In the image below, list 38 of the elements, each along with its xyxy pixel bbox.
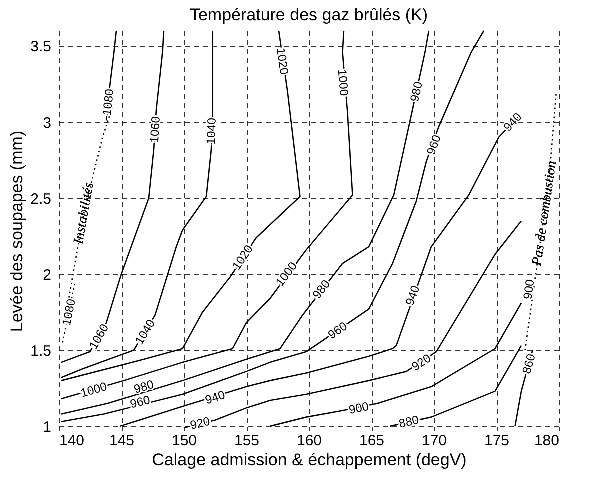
annotation: 860	[520, 352, 538, 376]
annotation: 1000	[79, 379, 110, 400]
y-axis-title: Levée des soupapes (mm)	[8, 130, 27, 332]
annotation: 880	[398, 412, 421, 431]
annotation: 1080	[100, 88, 117, 116]
annotation: 940	[204, 388, 228, 408]
y-tick-label: 3	[43, 114, 52, 132]
annotation: 960	[326, 319, 350, 342]
x-tick-label: 145	[109, 432, 135, 450]
annotation: 1020	[274, 47, 292, 76]
annotation: 1060	[147, 116, 164, 144]
y-tick-label: 3.5	[30, 38, 52, 56]
annotation: 900	[520, 278, 538, 300]
x-tick-label: 165	[359, 432, 385, 450]
annotation: Instabilités	[72, 181, 98, 247]
x-tick-label: 140	[60, 432, 85, 450]
chart-title: Température des gaz brûlés (K)	[190, 5, 428, 24]
y-tick-label: 1.5	[30, 342, 52, 360]
annotation: 1040	[204, 117, 219, 145]
x-tick-label: 170	[422, 432, 448, 450]
annotation: Pas de combustion	[530, 160, 560, 268]
annotation: 1060	[86, 321, 112, 352]
y-tick-label: 1	[43, 418, 52, 436]
annotation: 1080	[59, 298, 79, 327]
annotation: 960	[424, 132, 444, 157]
annotation: 900	[348, 399, 371, 418]
annotation: 980	[310, 277, 334, 302]
y-tick-label: 2.5	[30, 190, 52, 208]
x-tick-label: 175	[484, 432, 510, 450]
x-axis-title: Calage admission & échappement (degV)	[152, 450, 467, 470]
x-tick-label: 150	[172, 432, 198, 450]
x-tick-label: 160	[296, 432, 322, 450]
x-tick-label: 155	[234, 432, 260, 450]
annotation: 920	[409, 351, 434, 374]
annotation: 1000	[335, 68, 352, 97]
x-tick-label: 180	[534, 432, 560, 450]
y-tick-label: 2	[43, 266, 52, 284]
annotation: 920	[188, 414, 212, 433]
